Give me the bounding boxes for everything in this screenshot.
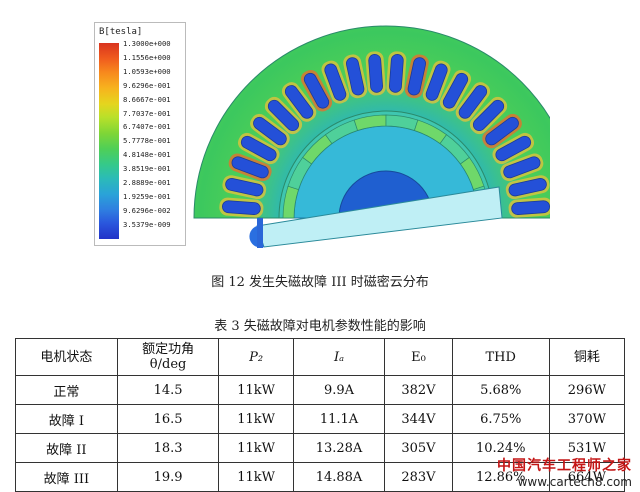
table-cell: 14.88A bbox=[292, 462, 386, 492]
legend-value: 6.7407e-001 bbox=[123, 122, 171, 132]
table-cell: 正常 bbox=[15, 375, 118, 405]
table-row: 正常 14.5 11kW 9.9A 382V 5.68% 296W bbox=[15, 375, 626, 405]
table-cell: 382V bbox=[384, 375, 453, 405]
stator-slot bbox=[386, 51, 407, 96]
stator-slot bbox=[321, 60, 350, 104]
legend-value: 1.9259e-001 bbox=[123, 191, 171, 201]
legend-value: 3.8519e-001 bbox=[123, 164, 171, 174]
watermark-url: www.cartech8.com bbox=[517, 475, 632, 489]
table-cell: 531W bbox=[548, 433, 626, 463]
table-cell: 19.9 bbox=[116, 462, 220, 492]
table-caption: 表 3 失磁故障对电机参数性能的影响 bbox=[214, 319, 426, 334]
stator-slot bbox=[343, 54, 368, 99]
stator-slot bbox=[219, 197, 264, 218]
legend-value: 3.5379e-009 bbox=[123, 219, 171, 229]
stator-slot bbox=[439, 69, 472, 112]
legend-value: 9.6296e-001 bbox=[123, 80, 171, 90]
table-cell: 11kW bbox=[218, 462, 294, 492]
table-header-row: 电机状态 额定功角 θ/deg P₂ Iₐ E₀ THD 铜耗 bbox=[15, 338, 626, 376]
stator-slot bbox=[469, 96, 508, 135]
stator-slot bbox=[508, 197, 550, 218]
stator-slot bbox=[455, 82, 491, 122]
table-header-cell: 电机状态 bbox=[15, 338, 118, 376]
table-cell: 305V bbox=[384, 433, 453, 463]
legend-value: 5.7778e-001 bbox=[123, 136, 171, 146]
table-cell: 故障 III bbox=[15, 462, 118, 492]
table-cell: 370W bbox=[548, 404, 626, 434]
table-row: 故障 II 18.3 11kW 13.28A 305V 10.24% 531W bbox=[15, 433, 626, 463]
legend-title: B[tesla] bbox=[99, 27, 143, 37]
stator-slot bbox=[482, 113, 522, 149]
figure-caption: 图 12 发生失磁故障 III 时磁密云分布 bbox=[211, 275, 429, 290]
watermark-title: 中国汽车工程师之家 bbox=[497, 458, 632, 474]
table-cell: 5.68% bbox=[451, 375, 550, 405]
table-cell: 故障 I bbox=[15, 404, 118, 434]
stator-slot bbox=[492, 132, 535, 165]
stator-slot bbox=[505, 175, 550, 200]
legend-colorbar bbox=[99, 43, 119, 239]
table-cell: 6.75% bbox=[451, 404, 550, 434]
table-cell: 故障 II bbox=[15, 433, 118, 463]
legend-value: 7.7037e-001 bbox=[123, 108, 171, 118]
legend-value: 8.6667e-001 bbox=[123, 94, 171, 104]
table-cell: 9.9A bbox=[292, 375, 386, 405]
table-header-cell: 额定功角 θ/deg bbox=[116, 338, 220, 376]
table-cell: 11kW bbox=[218, 433, 294, 463]
legend-value: 2.8889e-001 bbox=[123, 178, 171, 187]
table-cell: 16.5 bbox=[116, 404, 220, 434]
table-header-cell: THD bbox=[451, 338, 550, 376]
table-row: 故障 I 16.5 11kW 11.1A 344V 6.75% 370W bbox=[15, 404, 626, 434]
stator-slot bbox=[500, 153, 544, 182]
stator-slot bbox=[365, 51, 386, 96]
table-cell: 11kW bbox=[218, 375, 294, 405]
table-cell: 11.1A bbox=[292, 404, 386, 434]
table-cell: 13.28A bbox=[292, 433, 386, 463]
stator-slot bbox=[281, 82, 317, 122]
flux-density-plot bbox=[193, 25, 550, 248]
table-row: 故障 III 19.9 11kW 14.88A 283V 12.86% 664W bbox=[15, 462, 626, 492]
parameter-table: 电机状态 额定功角 θ/deg P₂ Iₐ E₀ THD 铜耗 正常 14.5 11kW 9.9A 3… bbox=[15, 338, 626, 492]
table-cell: 10.24% bbox=[451, 433, 550, 463]
legend-value: 9.6296e-002 bbox=[123, 205, 171, 215]
table-cell: 14.5 bbox=[116, 375, 220, 405]
rotor-magnets bbox=[282, 114, 490, 219]
table-header-cell: Iₐ bbox=[292, 338, 386, 376]
color-legend: B[tesla] 1.3000e+000 1.1556e+000 1.0593e+0… bbox=[94, 22, 186, 246]
table-cell: 11kW bbox=[218, 404, 294, 434]
stator-slot bbox=[250, 113, 290, 149]
legend-value: 1.1556e+000 bbox=[123, 52, 171, 62]
table-header-cell: P₂ bbox=[218, 338, 294, 376]
table-cell: 18.3 bbox=[116, 433, 220, 463]
stator-slot bbox=[404, 54, 429, 99]
stator-slot bbox=[264, 96, 303, 135]
table-cell: 283V bbox=[384, 462, 453, 492]
table-body: 正常 14.5 11kW 9.9A 382V 5.68% 296W 故障 I 16.5 11kW 1… bbox=[15, 375, 626, 492]
table-header-cell: E₀ bbox=[384, 338, 453, 376]
stator-slots bbox=[219, 51, 550, 218]
watermark: 中国汽车工程师之家 www.cartech8.com bbox=[497, 455, 632, 489]
legend-value: 4.8148e-001 bbox=[123, 150, 171, 160]
table-header-cell: 铜耗 bbox=[548, 338, 626, 376]
table-cell: 664W bbox=[548, 462, 626, 492]
table-cell: 296W bbox=[548, 375, 626, 405]
stator-slot bbox=[300, 69, 333, 112]
table-cell: 12.86% bbox=[451, 462, 550, 492]
table-cell: 344V bbox=[384, 404, 453, 434]
stator-slot bbox=[422, 60, 451, 104]
legend-value: 1.0593e+000 bbox=[123, 66, 171, 76]
stator-slot bbox=[237, 132, 280, 165]
stator-slot bbox=[222, 175, 267, 200]
stator-slot bbox=[228, 153, 272, 182]
legend-value: 1.3000e+000 bbox=[123, 39, 171, 48]
